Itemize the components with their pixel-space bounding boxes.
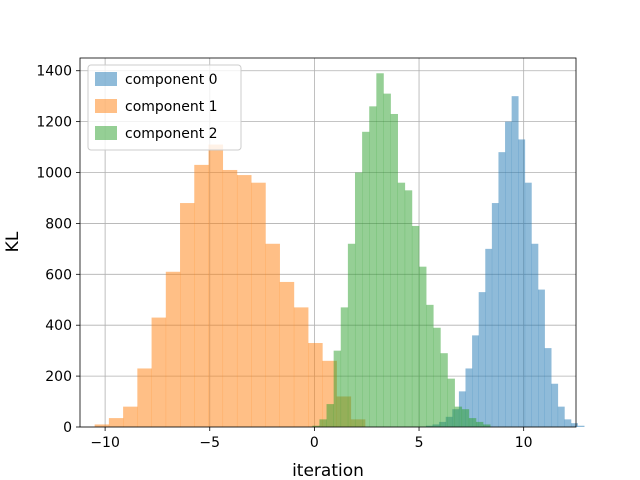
- histogram-bar-0: [472, 335, 479, 427]
- legend-swatch: [95, 126, 117, 140]
- legend-label: component 1: [125, 99, 218, 115]
- histogram-bar-1: [208, 144, 224, 427]
- histogram-bar-1: [279, 281, 295, 427]
- histogram-bar-2: [468, 418, 477, 427]
- legend-swatch: [95, 72, 117, 86]
- histogram-bar-2: [397, 182, 406, 427]
- histogram-bar-0: [557, 406, 565, 427]
- histogram-bar-2: [340, 307, 349, 427]
- y-tick-label: 0: [63, 420, 72, 436]
- histogram-bar-2: [483, 424, 491, 427]
- histogram-bar-1: [194, 164, 209, 427]
- histogram-bar-1: [94, 424, 110, 427]
- y-tick-label: 1200: [36, 115, 72, 131]
- histogram-bar-0: [491, 203, 499, 427]
- histogram-bar-2: [347, 243, 356, 427]
- histogram-bar-1: [137, 368, 152, 427]
- histogram-bar-2: [326, 404, 334, 427]
- histogram-bar-0: [518, 139, 526, 427]
- y-tick-label: 800: [45, 216, 72, 232]
- histogram-bar-1: [108, 418, 124, 427]
- histogram-bar-0: [570, 423, 578, 427]
- histogram-bar-1: [151, 317, 167, 427]
- histogram-bar-0: [505, 121, 512, 427]
- histogram-bar-2: [475, 421, 484, 427]
- histogram-bar-2: [390, 113, 398, 427]
- histogram-bar-0: [544, 348, 552, 427]
- histogram-bar-2: [433, 327, 441, 427]
- legend: component 0 component 1 component 2: [87, 64, 242, 151]
- histogram-bar-2: [454, 406, 463, 427]
- histogram-bar-1: [236, 175, 252, 427]
- legend-label: component 0: [125, 72, 218, 88]
- histogram-bar-0: [524, 182, 532, 427]
- legend-label: component 2: [125, 126, 218, 142]
- y-axis-label: KL: [3, 231, 23, 252]
- histogram-bar-2: [333, 350, 342, 427]
- histogram-bar-2: [404, 190, 413, 427]
- histogram-bar-0: [465, 368, 473, 427]
- histogram-bar-0: [485, 248, 493, 427]
- x-tick-label: 5: [415, 435, 424, 451]
- histogram-bar-0: [564, 419, 572, 427]
- histogram-bar-2: [362, 131, 370, 428]
- histogram-bar-0: [538, 289, 545, 427]
- plot-frame: [79, 57, 577, 428]
- x-tick-label: −10: [90, 435, 120, 451]
- x-tick-label: 0: [310, 435, 319, 451]
- histogram-bar-1: [251, 182, 266, 427]
- histogram-bar-1: [123, 406, 138, 427]
- histogram-bar-2: [426, 304, 434, 427]
- histogram-bar-1: [265, 243, 280, 427]
- histogram-bar-2: [447, 378, 455, 427]
- histogram-bar-0: [551, 383, 559, 427]
- histogram-bar-2: [376, 73, 384, 427]
- histogram-bar-1: [180, 203, 195, 427]
- histogram-bar-2: [369, 106, 377, 428]
- histogram-bar-2: [440, 353, 448, 427]
- histogram-bar-0: [531, 243, 539, 427]
- y-tick-label: 1400: [36, 64, 72, 80]
- histogram-bar-2: [419, 266, 427, 427]
- histogram-bar-0: [498, 152, 506, 427]
- histogram-bar-0: [478, 292, 486, 427]
- histogram-bar-2: [354, 172, 363, 427]
- axis-ticks: −10 −5 0 5 10 0 200 400 600 800 1000 1200 1400: [36, 64, 532, 451]
- histogram-bar-1: [293, 307, 309, 427]
- histogram-bar-0: [511, 96, 519, 427]
- x-axis-label: iteration: [292, 461, 364, 480]
- histogram-bar-2: [319, 419, 327, 427]
- x-tick-label: 10: [515, 435, 533, 451]
- histogram-bar-1: [222, 169, 238, 427]
- y-tick-label: 1000: [36, 166, 72, 182]
- x-tick-label: −5: [199, 435, 220, 451]
- histogram-bar-1: [308, 343, 323, 427]
- histogram-bars: [94, 73, 585, 428]
- legend-frame: [87, 64, 242, 151]
- histogram-bar-2: [383, 93, 391, 427]
- y-tick-label: 200: [45, 369, 72, 385]
- histogram-bar-2: [461, 409, 470, 427]
- histogram-bar-2: [411, 225, 420, 427]
- histogram-bar-2: [312, 425, 320, 427]
- legend-swatch: [95, 99, 117, 113]
- y-tick-label: 400: [45, 318, 72, 334]
- histogram-bar-1: [165, 271, 181, 427]
- y-tick-label: 600: [45, 267, 72, 283]
- histogram-bar-0: [577, 425, 585, 427]
